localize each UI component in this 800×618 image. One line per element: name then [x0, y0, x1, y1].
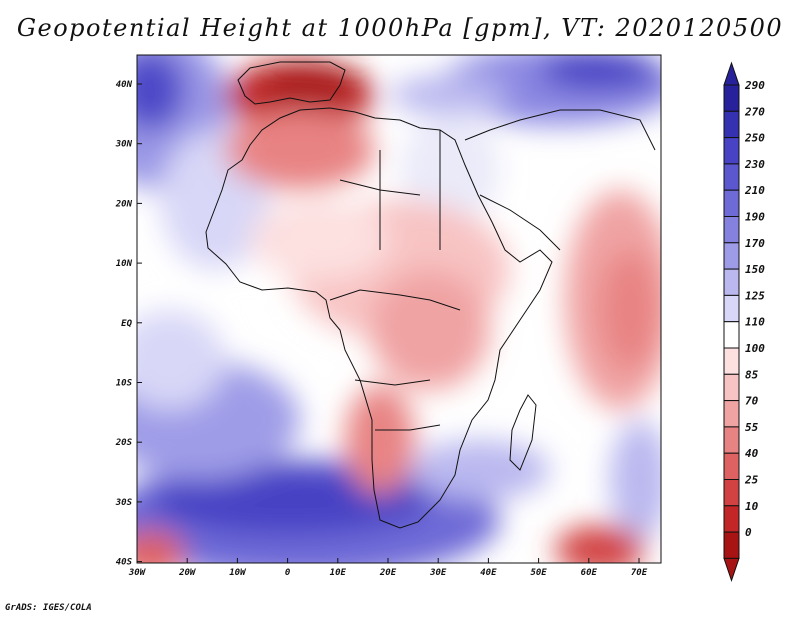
- y-tick-label: 40S: [116, 558, 133, 568]
- x-tick-label: 60E: [581, 568, 598, 578]
- colorbar-label: 230: [744, 158, 765, 171]
- colorbar-bottom-arrow: [723, 557, 740, 582]
- colorbar-label: 270: [744, 105, 765, 118]
- colorbar-label: 110: [745, 316, 765, 329]
- x-tick-label: 20E: [379, 568, 397, 578]
- colorbar-swatch: [723, 163, 740, 191]
- colorbar-label: 40: [745, 447, 759, 460]
- y-axis: 40N 30N 20N 10N EQ 10S 20S 30S 40S: [115, 80, 142, 568]
- colorbar-label: 85: [745, 368, 759, 381]
- colorbar-swatch: [723, 189, 740, 217]
- colorbar-label: 210: [744, 184, 765, 197]
- colorbar-swatch: [723, 84, 740, 112]
- colorbar: 2902702502302101901701501251101008570554…: [723, 61, 765, 582]
- colorbar-swatch: [723, 347, 740, 375]
- colorbar-label: 250: [744, 132, 765, 145]
- x-tick-label: 30W: [128, 568, 147, 578]
- colorbar-swatch: [723, 373, 740, 402]
- x-axis: 30W 20W 10W 0 10E 20E 30E 40E 50E 60E 70E: [128, 558, 648, 578]
- y-tick-label: 30S: [115, 498, 133, 508]
- colorbar-label: 190: [745, 211, 765, 224]
- x-tick-label: 0: [285, 568, 291, 578]
- colorbar-swatch: [723, 216, 740, 244]
- colorbar-label: 70: [745, 395, 759, 408]
- colorbar-swatch: [723, 242, 740, 270]
- x-tick-label: 10E: [330, 568, 347, 578]
- colorbar-label: 25: [744, 474, 759, 487]
- y-tick-label: 20N: [115, 199, 133, 209]
- y-tick-label: EQ: [121, 319, 132, 329]
- colorbar-swatch: [723, 294, 740, 323]
- y-tick-label: 10N: [116, 259, 133, 269]
- colorbar-swatch: [723, 531, 740, 559]
- colorbar-top-arrow: [723, 61, 740, 86]
- height-field: [137, 55, 661, 563]
- colorbar-label: 290: [744, 79, 765, 92]
- colorbar-swatch: [723, 137, 740, 165]
- x-tick-label: 20W: [178, 568, 197, 578]
- map-title: Geopotential Height at 1000hPa [gpm], VT…: [16, 14, 784, 42]
- x-tick-label: 50E: [530, 568, 547, 578]
- colorbar-swatch: [723, 268, 740, 296]
- y-tick-label: 40N: [116, 80, 133, 90]
- colorbar-label: 125: [745, 289, 765, 302]
- colorbar-label: 55: [745, 421, 759, 434]
- colorbar-swatch: [723, 452, 740, 481]
- colorbar-label: 170: [745, 237, 765, 250]
- colorbar-swatch: [723, 321, 740, 349]
- colorbar-label: 100: [745, 342, 765, 355]
- colorbar-swatch: [723, 110, 740, 139]
- colorbar-swatch: [723, 426, 740, 454]
- colorbar-swatch: [723, 479, 740, 507]
- y-tick-label: 20S: [115, 438, 133, 448]
- colorbar-swatch: [723, 400, 740, 428]
- x-tick-label: 30E: [429, 568, 447, 578]
- y-tick-label: 30N: [115, 140, 133, 150]
- colorbar-label: 0: [745, 526, 752, 539]
- x-tick-label: 40E: [480, 568, 497, 578]
- x-tick-label: 70E: [631, 568, 648, 578]
- y-tick-label: 10S: [116, 379, 133, 389]
- coastlines: [205, 61, 656, 529]
- colorbar-label: 10: [745, 500, 759, 513]
- grads-credit: GrADS: IGES/COLA: [5, 603, 92, 613]
- colorbar-swatch: [723, 505, 740, 533]
- colorbar-label: 150: [745, 263, 765, 276]
- x-tick-label: 10W: [229, 568, 247, 578]
- plot-frame: [136, 54, 662, 564]
